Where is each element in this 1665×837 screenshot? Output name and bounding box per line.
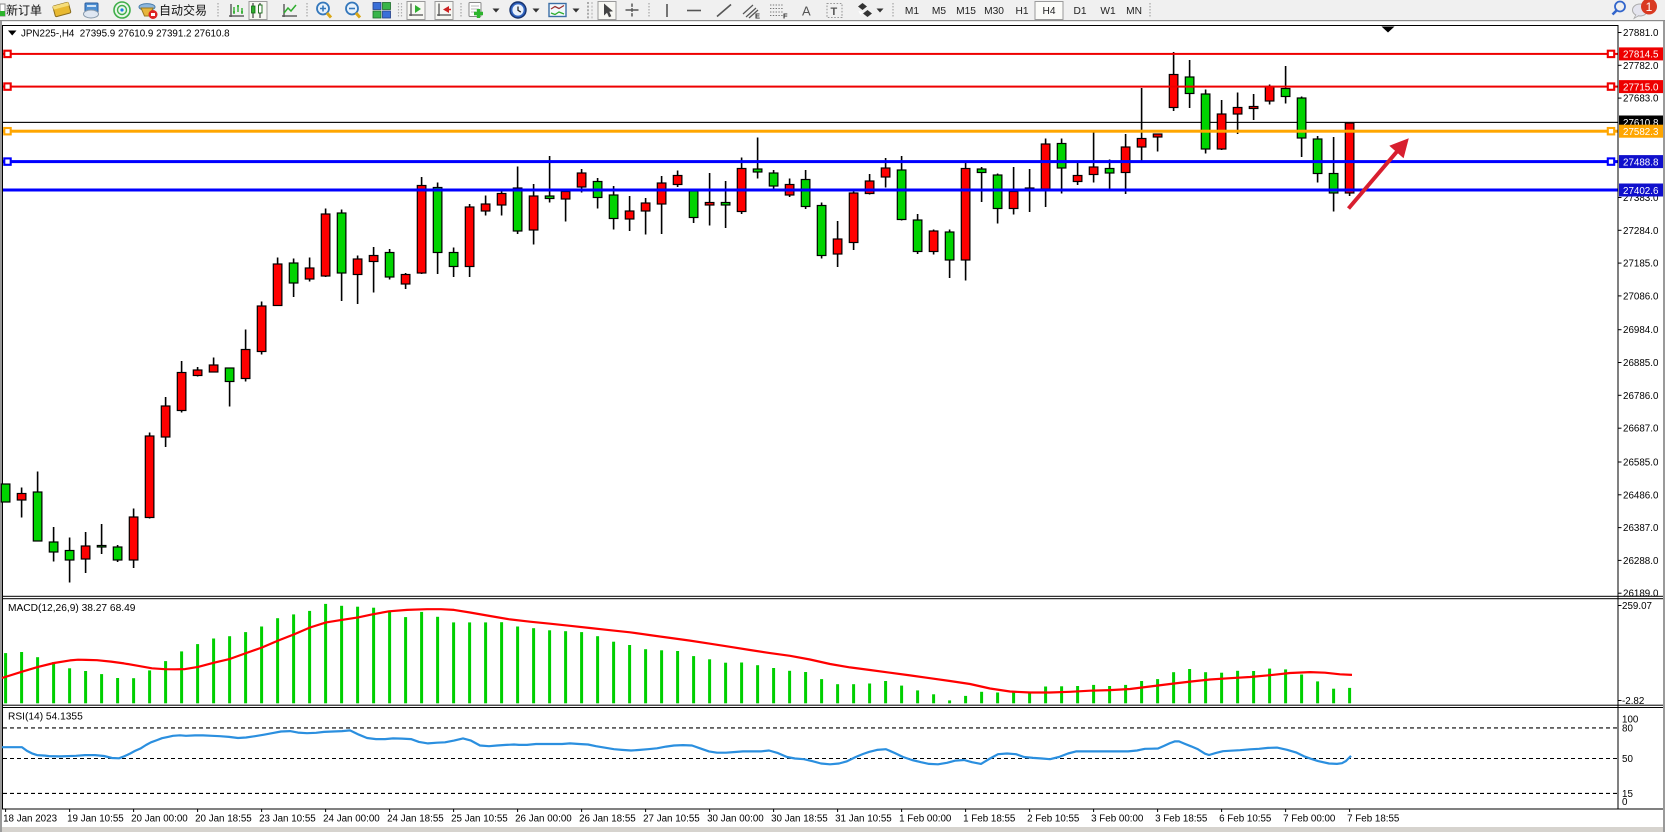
- svg-text:27086.0: 27086.0: [1623, 291, 1659, 302]
- svg-text:18 Jan 2023: 18 Jan 2023: [3, 814, 57, 825]
- svg-text:M5: M5: [932, 6, 946, 17]
- svg-text:1 Feb 00:00: 1 Feb 00:00: [899, 814, 952, 825]
- svg-text:M1: M1: [905, 6, 919, 17]
- svg-text:30 Jan 00:00: 30 Jan 00:00: [707, 814, 764, 825]
- svg-text:JPN225-,H4 27395.9 27610.9 27: JPN225-,H4 27395.9 27610.9 27391.2 27610…: [21, 29, 230, 40]
- svg-text:30 Jan 18:55: 30 Jan 18:55: [771, 814, 828, 825]
- svg-text:25 Jan 10:55: 25 Jan 10:55: [451, 814, 508, 825]
- svg-text:27683.0: 27683.0: [1623, 94, 1659, 105]
- svg-text:27610.8: 27610.8: [1623, 118, 1659, 129]
- svg-text:26786.0: 26786.0: [1623, 391, 1659, 402]
- svg-text:50: 50: [1622, 754, 1633, 765]
- svg-text:26687.0: 26687.0: [1623, 424, 1659, 435]
- svg-text:F: F: [783, 12, 788, 21]
- svg-text:259.07: 259.07: [1622, 601, 1652, 612]
- svg-text:26984.0: 26984.0: [1623, 325, 1659, 336]
- svg-text:MN: MN: [1126, 6, 1142, 17]
- svg-text:26486.0: 26486.0: [1623, 490, 1659, 501]
- svg-text:26585.0: 26585.0: [1623, 458, 1659, 469]
- svg-text:27383.0: 27383.0: [1623, 193, 1659, 204]
- svg-text:1: 1: [1646, 0, 1653, 14]
- svg-text:自动交易: 自动交易: [159, 3, 207, 18]
- svg-text:E: E: [755, 12, 760, 21]
- svg-text:27582.3: 27582.3: [1623, 127, 1659, 138]
- svg-text:3 Feb 00:00: 3 Feb 00:00: [1091, 814, 1144, 825]
- svg-text:24 Jan 00:00: 24 Jan 00:00: [323, 814, 380, 825]
- svg-text:M30: M30: [984, 6, 1004, 17]
- svg-text:80: 80: [1622, 724, 1633, 735]
- svg-text:MACD(12,26,9) 38.27 68.49: MACD(12,26,9) 38.27 68.49: [8, 603, 136, 614]
- svg-text:27881.0: 27881.0: [1623, 28, 1659, 39]
- svg-text:27 Jan 10:55: 27 Jan 10:55: [643, 814, 700, 825]
- svg-text:A: A: [802, 4, 811, 19]
- svg-text:20 Jan 00:00: 20 Jan 00:00: [131, 814, 188, 825]
- svg-text:27284.0: 27284.0: [1623, 226, 1659, 237]
- svg-text:26387.0: 26387.0: [1623, 523, 1659, 534]
- svg-text:RSI(14) 54.1355: RSI(14) 54.1355: [8, 712, 83, 723]
- svg-text:100: 100: [1622, 715, 1639, 726]
- svg-text:20 Jan 18:55: 20 Jan 18:55: [195, 814, 252, 825]
- svg-text:6 Feb 10:55: 6 Feb 10:55: [1219, 814, 1272, 825]
- svg-text:27782.0: 27782.0: [1623, 61, 1659, 72]
- svg-text:2 Feb 10:55: 2 Feb 10:55: [1027, 814, 1080, 825]
- svg-text:3 Feb 18:55: 3 Feb 18:55: [1155, 814, 1208, 825]
- svg-text:W1: W1: [1100, 6, 1116, 17]
- svg-text:7 Feb 00:00: 7 Feb 00:00: [1283, 814, 1336, 825]
- svg-text:26189.0: 26189.0: [1623, 589, 1659, 600]
- svg-text:27402.6: 27402.6: [1623, 186, 1659, 197]
- svg-text:23 Jan 10:55: 23 Jan 10:55: [259, 814, 316, 825]
- svg-text:27185.0: 27185.0: [1623, 259, 1659, 270]
- svg-text:T: T: [831, 6, 838, 18]
- svg-text:-2.82: -2.82: [1622, 696, 1644, 707]
- svg-text:31 Jan 10:55: 31 Jan 10:55: [835, 814, 892, 825]
- svg-text:D1: D1: [1073, 6, 1086, 17]
- svg-text:26885.0: 26885.0: [1623, 358, 1659, 369]
- svg-text:24 Jan 18:55: 24 Jan 18:55: [387, 814, 444, 825]
- svg-text:H1: H1: [1015, 6, 1028, 17]
- svg-text:新订单: 新订单: [6, 3, 42, 18]
- svg-text:26 Jan 00:00: 26 Jan 00:00: [515, 814, 572, 825]
- svg-text:H4: H4: [1042, 6, 1055, 17]
- svg-text:15: 15: [1622, 789, 1633, 800]
- svg-text:7 Feb 18:55: 7 Feb 18:55: [1347, 814, 1400, 825]
- svg-text:1 Feb 18:55: 1 Feb 18:55: [963, 814, 1016, 825]
- svg-text:27488.8: 27488.8: [1623, 157, 1659, 168]
- svg-text:0: 0: [1622, 797, 1628, 808]
- svg-text:19 Jan 10:55: 19 Jan 10:55: [67, 814, 124, 825]
- svg-text:27814.5: 27814.5: [1623, 50, 1659, 61]
- svg-text:26288.0: 26288.0: [1623, 556, 1659, 567]
- svg-text:M15: M15: [956, 6, 976, 17]
- svg-text:27715.0: 27715.0: [1623, 82, 1659, 93]
- svg-text:26 Jan 18:55: 26 Jan 18:55: [579, 814, 636, 825]
